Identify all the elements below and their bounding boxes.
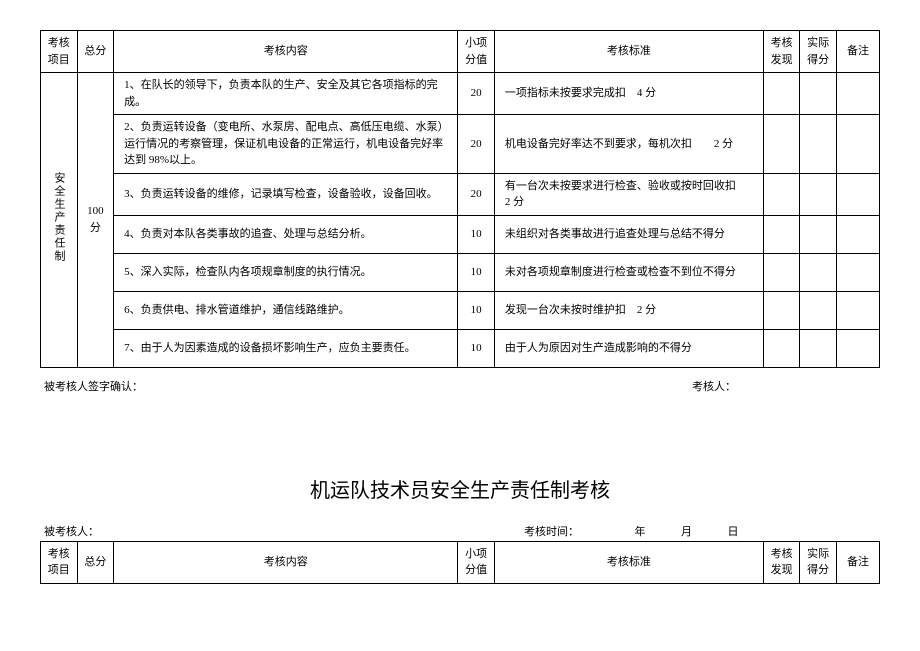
standard-cell: 机电设备完好率达不到要求，每机次扣 2 分 xyxy=(494,115,763,174)
table-row: 5、深入实际，检查队内各项规章制度的执行情况。 10 未对各项规章制度进行检查或… xyxy=(41,253,880,291)
find-cell xyxy=(763,173,800,215)
day-label: 日 xyxy=(728,526,739,538)
standard-cell: 一项指标未按要求完成扣 4 分 xyxy=(494,73,763,115)
note-cell xyxy=(836,73,879,115)
note-cell xyxy=(836,291,879,329)
header-content: 考核内容 xyxy=(114,31,458,73)
table-row: 3、负责运转设备的维修，记录填写检查，设备验收，设备回收。 20 有一台次未按要… xyxy=(41,173,880,215)
subscore-cell: 10 xyxy=(458,291,495,329)
content-cell: 7、由于人为因素造成的设备损坏影响生产，应负主要责任。 xyxy=(114,329,458,367)
note-cell xyxy=(836,173,879,215)
content-cell: 1、在队长的领导下，负责本队的生产、安全及其它各项指标的完成。 xyxy=(114,73,458,115)
note-cell xyxy=(836,215,879,253)
actual-cell xyxy=(800,215,837,253)
table-header-row: 考核项目 总分 考核内容 小项分值 考核标准 考核发现 实际得分 备注 xyxy=(41,541,880,583)
standard-cell: 由于人为原因对生产造成影响的不得分 xyxy=(494,329,763,367)
assessee-label: 被考核人： xyxy=(44,523,524,539)
find-cell xyxy=(763,253,800,291)
standard-cell: 未对各项规章制度进行检查或检查不到位不得分 xyxy=(494,253,763,291)
table-row: 7、由于人为因素造成的设备损坏影响生产，应负主要责任。 10 由于人为原因对生产… xyxy=(41,329,880,367)
project-cell: 安全生产责任制 xyxy=(41,73,78,368)
actual-cell xyxy=(800,115,837,174)
header-find: 考核发现 xyxy=(763,31,800,73)
standard-cell: 未组织对各类事故进行追查处理与总结不得分 xyxy=(494,215,763,253)
actual-cell xyxy=(800,73,837,115)
content-cell: 5、深入实际，检查队内各项规章制度的执行情况。 xyxy=(114,253,458,291)
find-cell xyxy=(763,329,800,367)
assessee-confirm-label: 被考核人签字确认： xyxy=(44,378,143,394)
time-label: 考核时间： xyxy=(524,526,579,538)
actual-cell xyxy=(800,253,837,291)
header-standard: 考核标准 xyxy=(494,541,763,583)
header-actual: 实际得分 xyxy=(800,541,837,583)
header-standard: 考核标准 xyxy=(494,31,763,73)
subscore-cell: 20 xyxy=(458,115,495,174)
header-total: 总分 xyxy=(77,541,114,583)
header-subscore: 小项分值 xyxy=(458,541,495,583)
content-cell: 6、负责供电、排水管道维护，通信线路维护。 xyxy=(114,291,458,329)
content-cell: 4、负责对本队各类事故的追查、处理与总结分析。 xyxy=(114,215,458,253)
table-row: 2、负责运转设备（变电所、水泵房、配电点、高低压电缆、水泵）运行情况的考察管理，… xyxy=(41,115,880,174)
header-content: 考核内容 xyxy=(114,541,458,583)
find-cell xyxy=(763,291,800,329)
month-label: 月 xyxy=(681,526,692,538)
assessment-table-1: 考核项目 总分 考核内容 小项分值 考核标准 考核发现 实际得分 备注 安全生产… xyxy=(40,30,880,368)
find-cell xyxy=(763,215,800,253)
find-cell xyxy=(763,73,800,115)
actual-cell xyxy=(800,173,837,215)
table-row: 4、负责对本队各类事故的追查、处理与总结分析。 10 未组织对各类事故进行追查处… xyxy=(41,215,880,253)
table-row: 6、负责供电、排水管道维护，通信线路维护。 10 发现一台次未按时维护扣 2 分 xyxy=(41,291,880,329)
header-project: 考核项目 xyxy=(41,541,78,583)
assessment-time: 考核时间： 年 月 日 xyxy=(524,523,876,539)
header-note: 备注 xyxy=(836,31,879,73)
content-cell: 2、负责运转设备（变电所、水泵房、配电点、高低压电缆、水泵）运行情况的考察管理，… xyxy=(114,115,458,174)
find-cell xyxy=(763,115,800,174)
section-title: 机运队技术员安全生产责任制考核 xyxy=(40,474,880,503)
header-note: 备注 xyxy=(836,541,879,583)
subscore-cell: 20 xyxy=(458,73,495,115)
assessment-table-2: 考核项目 总分 考核内容 小项分值 考核标准 考核发现 实际得分 备注 xyxy=(40,541,880,584)
table-row: 安全生产责任制 100分 1、在队长的领导下，负责本队的生产、安全及其它各项指标… xyxy=(41,73,880,115)
content-cell: 3、负责运转设备的维修，记录填写检查，设备验收，设备回收。 xyxy=(114,173,458,215)
note-cell xyxy=(836,329,879,367)
header-total: 总分 xyxy=(77,31,114,73)
actual-cell xyxy=(800,291,837,329)
note-cell xyxy=(836,253,879,291)
standard-cell: 发现一台次未按时维护扣 2 分 xyxy=(494,291,763,329)
footer-row: 被考核人签字确认： 考核人： xyxy=(40,378,880,394)
header-subscore: 小项分值 xyxy=(458,31,495,73)
header-actual: 实际得分 xyxy=(800,31,837,73)
actual-cell xyxy=(800,329,837,367)
year-label: 年 xyxy=(635,526,646,538)
header-project: 考核项目 xyxy=(41,31,78,73)
subscore-cell: 20 xyxy=(458,173,495,215)
note-cell xyxy=(836,115,879,174)
header-find: 考核发现 xyxy=(763,541,800,583)
subscore-cell: 10 xyxy=(458,215,495,253)
subscore-cell: 10 xyxy=(458,329,495,367)
total-score-cell: 100分 xyxy=(77,73,114,368)
assessor-label: 考核人： xyxy=(692,378,736,394)
subscore-cell: 10 xyxy=(458,253,495,291)
table-header-row: 考核项目 总分 考核内容 小项分值 考核标准 考核发现 实际得分 备注 xyxy=(41,31,880,73)
standard-cell: 有一台次未按要求进行检查、验收或按时回收扣 2 分 xyxy=(494,173,763,215)
assessment-header-line: 被考核人： 考核时间： 年 月 日 xyxy=(40,523,880,539)
